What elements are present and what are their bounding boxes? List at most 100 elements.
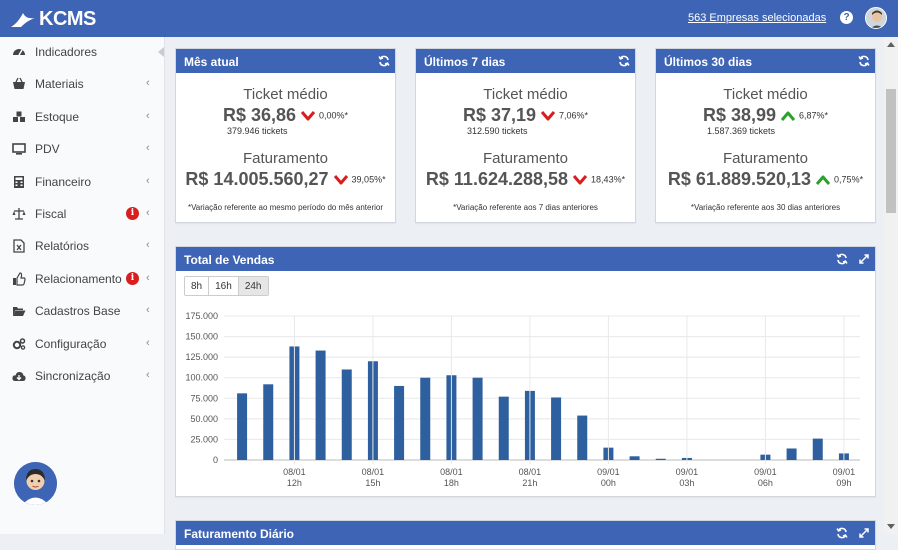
trend-down-arrow-icon <box>540 110 556 120</box>
logo-text: KCMS <box>39 7 96 30</box>
revenue-label: Faturamento <box>242 150 329 167</box>
x-tick-hour-label: 03h <box>679 478 694 488</box>
sidebar-item-label: PDV <box>35 142 60 157</box>
x-tick-date-label: 09/01 <box>754 467 777 477</box>
help-icon[interactable]: ? <box>840 11 853 24</box>
kpi-card: Mês atual Ticket médio R$ 36,86 0,00%* 379.9… <box>175 48 396 223</box>
bar <box>263 384 274 460</box>
bar <box>629 456 640 460</box>
page-scrollbar[interactable] <box>884 37 898 534</box>
sidebar-item-pdv[interactable]: PDV ‹ <box>0 137 164 161</box>
ticket-row: R$ 37,19 7,06%* <box>416 105 635 126</box>
refresh-icon[interactable] <box>618 55 630 67</box>
x-tick-date-label: 09/01 <box>676 467 699 477</box>
range-24h-button[interactable]: 24h <box>238 277 268 295</box>
sidebar-item-materiais[interactable]: Materiais ‹ <box>0 72 164 96</box>
revenue-variation: 18,43%* <box>591 174 626 185</box>
revenue-row: R$ 11.624.288,58 18,43%* <box>416 169 635 190</box>
range-16h-button[interactable]: 16h <box>209 277 239 295</box>
sidebar-item-fiscal[interactable]: Fiscal i ‹ <box>0 202 164 226</box>
sidebar-item-indicadores[interactable]: Indicadores <box>0 40 164 64</box>
gears-icon <box>12 337 26 350</box>
refresh-icon[interactable] <box>836 253 848 265</box>
x-tick-date-label: 08/01 <box>440 467 463 477</box>
sidebar-item-label: Estoque <box>35 109 80 124</box>
sidebar-item-estoque[interactable]: Estoque ‹ <box>0 105 164 129</box>
x-tick-date-label: 09/01 <box>597 467 620 477</box>
y-tick-label: 25.000 <box>190 434 218 444</box>
refresh-icon[interactable] <box>858 55 870 67</box>
chevron-left-icon: ‹ <box>146 271 150 284</box>
refresh-icon[interactable] <box>378 55 390 67</box>
sidebar-item-relacionamento[interactable]: Relacionamento i ‹ <box>0 267 164 291</box>
balance-scale-icon <box>12 208 26 220</box>
scroll-up-arrow-icon[interactable] <box>887 42 895 47</box>
y-tick-label: 0 <box>213 455 218 465</box>
x-tick-hour-label: 06h <box>758 478 773 488</box>
ticket-label: Ticket médio <box>723 86 808 103</box>
sidebar-item-label: Fiscal <box>35 207 67 221</box>
x-tick-date-label: 08/01 <box>362 467 385 477</box>
selected-companies-link[interactable]: 563 Empresas selecionadas <box>688 12 827 24</box>
scroll-thumb[interactable] <box>886 89 896 213</box>
ticket-label: Ticket médio <box>243 86 328 103</box>
variation-note: *Variação referente aos 30 dias anterior… <box>690 203 841 212</box>
bar <box>551 397 562 460</box>
refresh-icon[interactable] <box>836 527 848 539</box>
sidebar-item-financeiro[interactable]: Financeiro ‹ <box>0 170 164 194</box>
expand-icon[interactable] <box>858 527 870 539</box>
x-tick-hour-label: 18h <box>444 478 459 488</box>
ticket-variation: 0,00%* <box>319 110 349 121</box>
cloud-download-icon <box>12 371 26 381</box>
x-tick-hour-label: 00h <box>601 478 616 488</box>
sales-panel-header: Total de Vendas <box>176 247 875 271</box>
revenue-variation: 0,75%* <box>834 174 864 185</box>
support-avatar[interactable] <box>14 462 57 505</box>
sidebar-item-relatorios[interactable]: Relatórios ‹ <box>0 234 164 258</box>
thumbs-up-icon <box>13 272 26 286</box>
sidebar-item-label: Materiais <box>35 77 84 92</box>
x-tick-hour-label: 21h <box>522 478 537 488</box>
bar <box>812 438 823 460</box>
x-tick-hour-label: 09h <box>836 478 851 488</box>
bar <box>420 377 431 460</box>
y-tick-label: 75.000 <box>190 393 218 403</box>
scroll-down-arrow-icon[interactable] <box>887 524 895 529</box>
bar <box>655 458 666 460</box>
daily-revenue-title: Faturamento Diário <box>184 527 295 541</box>
ticket-value: R$ 36,86 <box>222 105 297 125</box>
daily-revenue-panel: Faturamento Diário <box>175 520 876 550</box>
range-8h-button[interactable]: 8h <box>185 277 210 295</box>
x-tick-date-label: 08/01 <box>519 467 542 477</box>
x-tick-date-label: 08/01 <box>283 467 306 477</box>
sales-bar-chart: 0 25.000 50.000 75.000 100.000 125.000 150.000… <box>185 311 860 488</box>
kpi-card-title: Mês atual <box>184 55 239 69</box>
tickets-count: 312.590 tickets <box>467 126 528 136</box>
sidebar-item-label: Indicadores <box>35 45 98 59</box>
sidebar-item-label: Sincronização <box>35 369 111 383</box>
kpi-card-title: Últimos 7 dias <box>424 55 506 69</box>
revenue-value: R$ 11.624.288,58 <box>425 169 569 189</box>
revenue-row: R$ 61.889.520,13 0,75%* <box>656 169 875 190</box>
user-avatar[interactable] <box>865 7 887 29</box>
sidebar-item-cadastros-base[interactable]: Cadastros Base ‹ <box>0 299 164 323</box>
revenue-label: Faturamento <box>722 150 809 167</box>
y-tick-label: 175.000 <box>185 311 218 321</box>
expand-icon[interactable] <box>858 253 870 265</box>
bar <box>341 369 352 460</box>
basket-icon <box>13 78 25 90</box>
x-tick-date-label: 09/01 <box>833 467 856 477</box>
chevron-left-icon: ‹ <box>146 239 150 252</box>
ticket-value: R$ 37,19 <box>462 105 537 125</box>
chevron-left-icon: ‹ <box>146 77 150 90</box>
bar <box>577 415 588 460</box>
kcms-logo[interactable]: KCMS <box>10 7 96 31</box>
y-tick-label: 50.000 <box>190 414 218 424</box>
daily-revenue-header: Faturamento Diário <box>176 521 875 545</box>
sidebar-item-sincronizacao[interactable]: Sincronização ‹ <box>0 364 164 388</box>
alert-info-icon: i <box>126 207 139 220</box>
sidebar-item-configuracao[interactable]: Configuração ‹ <box>0 332 164 356</box>
ticket-row: R$ 38,99 6,87%* <box>656 105 875 126</box>
revenue-value: R$ 14.005.560,27 <box>185 169 329 189</box>
bar <box>394 385 405 460</box>
